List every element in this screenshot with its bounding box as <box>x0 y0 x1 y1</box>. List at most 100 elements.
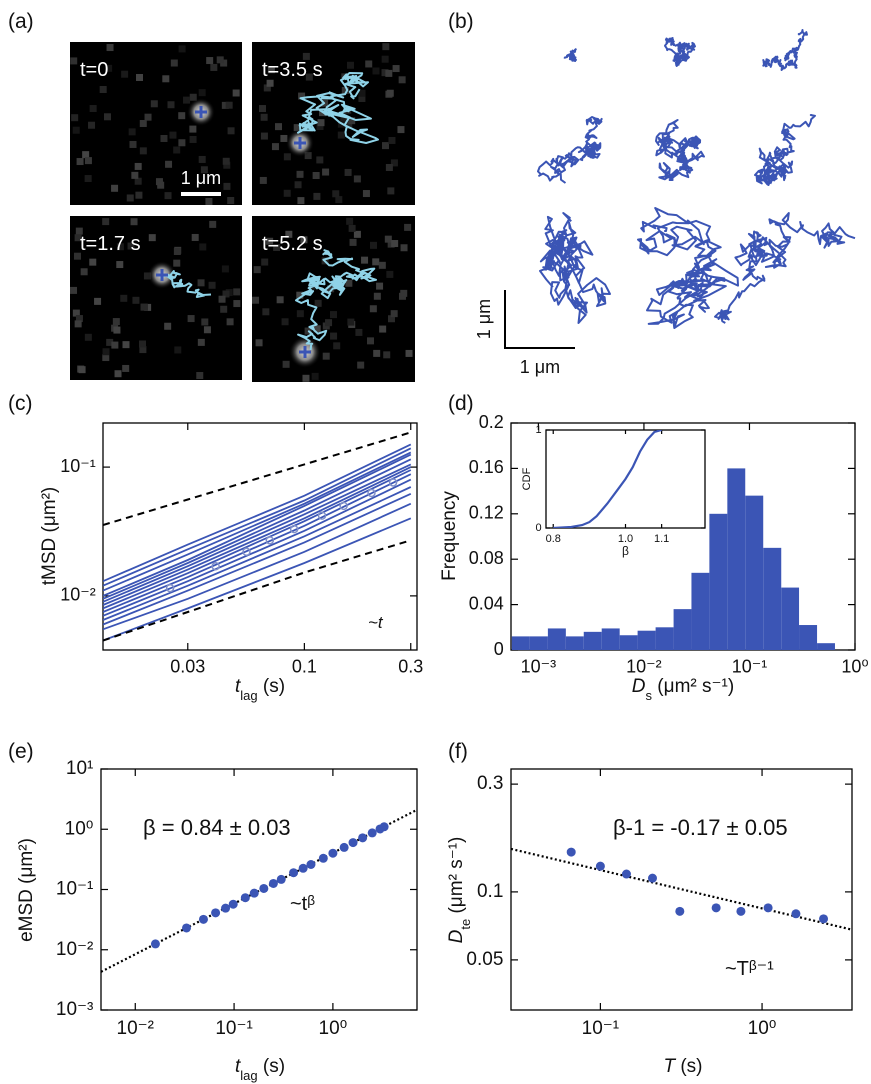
noise-pixel <box>70 57 78 65</box>
noise-pixel <box>345 121 353 129</box>
scale-bar <box>504 290 575 349</box>
noise-pixel <box>106 44 114 52</box>
axis-label: Dte (μm² s⁻¹) <box>446 837 473 944</box>
noise-pixel <box>132 296 140 304</box>
x-tick-label: 10⁰ <box>748 1018 777 1039</box>
axis-label: tlag (s) <box>235 676 285 703</box>
y-tick-label: 0.2 <box>479 412 504 432</box>
noise-pixel <box>327 285 335 293</box>
noise-pixel <box>345 279 353 287</box>
noise-pixel <box>84 157 92 165</box>
noise-pixel <box>405 349 413 357</box>
annotation: β = 0.84 ± 0.03 <box>143 815 291 840</box>
noise-pixel <box>341 86 349 94</box>
marker <box>242 547 251 557</box>
bar <box>673 609 692 650</box>
noise-pixel <box>281 318 289 326</box>
noise-pixel <box>296 310 304 318</box>
x-tick-label: 0.8 <box>546 533 561 545</box>
x-tick-label: 10⁰ <box>841 657 868 677</box>
point <box>221 903 231 913</box>
point <box>711 903 721 913</box>
noise-pixel <box>111 184 119 192</box>
noise-pixel <box>139 147 147 155</box>
marker <box>265 536 275 545</box>
frame-label: t=3.5 s <box>262 59 323 81</box>
y-tick-label: 1 <box>535 424 541 436</box>
noise-pixel <box>293 124 301 132</box>
noise-pixel <box>382 43 390 51</box>
noise-pixel <box>390 310 398 318</box>
noise-pixel <box>262 308 270 316</box>
axis-label-part: D <box>632 676 646 697</box>
noise-pixel <box>385 163 393 171</box>
noise-pixel <box>74 234 82 242</box>
noise-pixel <box>316 123 324 131</box>
line <box>103 451 412 592</box>
noise-pixel <box>358 94 366 102</box>
noise-pixel <box>144 113 152 121</box>
point <box>647 873 657 883</box>
noise-pixel <box>313 192 321 200</box>
noise-pixel <box>99 86 107 94</box>
noise-pixel <box>226 318 234 326</box>
x-tick-label: 10⁰ <box>319 1018 348 1039</box>
noise-pixel <box>353 230 361 238</box>
y-tick-label: 10⁻² <box>56 939 94 960</box>
noise-pixel <box>347 318 355 326</box>
noise-pixel <box>148 234 156 242</box>
annotation: ~tᵝ <box>290 893 315 915</box>
noise-pixel <box>258 105 266 113</box>
axis-label-part: T <box>663 1056 676 1077</box>
x-tick-label: 0.1 <box>292 657 317 677</box>
noise-pixel <box>72 309 80 317</box>
noise-pixel <box>205 197 213 205</box>
x-tick-label: 10⁻¹ <box>215 1018 253 1039</box>
trajectory <box>295 249 377 351</box>
noise-pixel <box>392 65 400 73</box>
noise-pixel <box>126 194 134 202</box>
noise-pixel <box>325 319 333 327</box>
y-tick-label: 10⁻¹ <box>60 456 96 476</box>
noise-pixel <box>189 125 197 133</box>
noise-pixel <box>116 243 124 251</box>
line <box>103 492 412 626</box>
trajectory <box>297 72 379 144</box>
noise-pixel <box>362 190 370 198</box>
bar <box>547 628 566 650</box>
noise-pixel <box>390 159 398 167</box>
noise-pixel <box>296 291 304 299</box>
noise-pixel <box>387 187 395 195</box>
axis-label-part: (s) <box>258 676 285 697</box>
noise <box>70 43 413 382</box>
noise-pixel <box>266 237 274 245</box>
y-tick-label: 0 <box>535 522 541 534</box>
noise-pixel <box>127 242 135 250</box>
bar <box>799 625 818 650</box>
noise-pixel <box>259 176 267 184</box>
y-tick-label: 10⁰ <box>65 818 94 839</box>
point <box>268 878 278 888</box>
noise-pixel <box>178 45 186 53</box>
noise-pixel <box>203 326 211 334</box>
noise-pixel <box>201 318 209 326</box>
y-tick-label: 0.16 <box>469 457 504 477</box>
noise-pixel <box>116 261 124 269</box>
trajectory <box>160 270 212 298</box>
noise-pixel <box>89 105 97 113</box>
noise-pixel <box>305 73 313 81</box>
point <box>339 842 349 852</box>
noise-pixel <box>135 73 143 81</box>
bar <box>583 631 602 650</box>
noise-pixel <box>164 192 172 200</box>
trajectories <box>537 29 856 329</box>
noise-pixel <box>189 93 197 101</box>
noise-pixel <box>134 162 142 170</box>
plot-area <box>511 847 852 931</box>
noise-pixel <box>349 238 357 246</box>
noise-pixel <box>143 272 151 280</box>
panel-label: (c) <box>8 392 33 415</box>
scale-bar-label: 1 μm <box>520 357 560 377</box>
noise-pixel <box>128 128 136 136</box>
noise-pixel <box>366 337 374 345</box>
